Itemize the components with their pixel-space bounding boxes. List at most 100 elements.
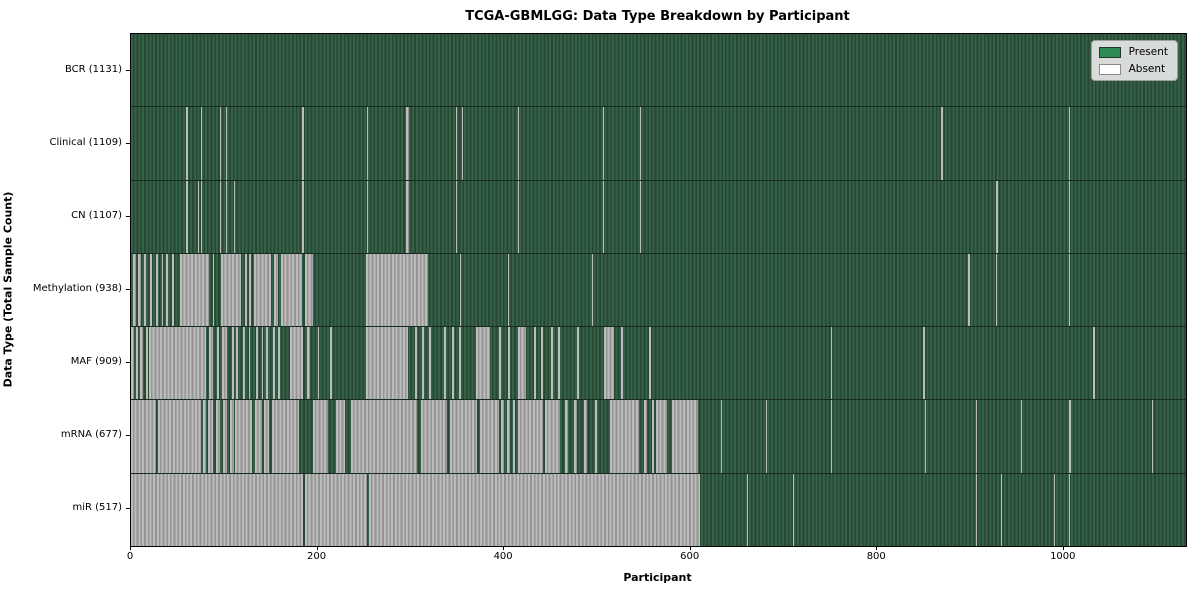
absent-segment [235,400,253,473]
absent-segment [656,400,668,473]
absent-segment [1069,253,1071,327]
absent-segment [746,473,748,546]
absent-segment [507,253,509,327]
chart-title: TCGA-GBMLGG: Data Type Breakdown by Part… [465,9,850,24]
row-BCR [131,34,1186,108]
absent-segment [329,327,332,400]
absent-segment [149,253,152,327]
absent-segment [1069,400,1072,473]
absent-segment [1054,473,1056,546]
absent-segment [518,400,544,473]
row-miR [131,473,1186,546]
absent-segment [1069,473,1071,546]
xtick-mark [130,546,131,550]
absent-segment [518,327,526,400]
absent-segment [967,253,970,327]
absent-segment [648,327,651,400]
absent-segment [651,400,655,473]
absent-segment [161,253,163,327]
legend-label-absent: Absent [1128,63,1166,75]
absent-segment [976,400,978,473]
absent-segment [406,180,409,253]
absent-segment [301,107,305,180]
absent-segment [609,400,640,473]
absent-segment [200,180,202,253]
absent-segment [131,473,303,546]
absent-segment [336,400,345,473]
absent-segment [1001,473,1003,546]
absent-segment [1069,107,1071,180]
absent-segment [512,400,516,473]
absent-segment [301,180,305,253]
absent-segment [140,327,144,400]
absent-segment [602,107,604,180]
absent-segment [940,107,943,180]
absent-segment [591,253,593,327]
absent-segment [264,400,270,473]
absent-segment [271,400,299,473]
absent-segment [186,180,188,253]
absent-segment [244,253,247,327]
absent-segment [501,400,505,473]
absent-segment [620,327,623,400]
absent-segment [830,400,833,473]
absent-segment [266,327,269,400]
xtick-mark [503,546,505,550]
absent-segment [351,400,418,473]
absent-segment [304,253,313,327]
absent-segment [602,180,604,253]
absent-segment [976,473,978,546]
xtick-label-1000: 1000 [1050,551,1076,562]
absent-segment [215,400,220,473]
absent-segment [533,327,536,400]
absent-segment [455,180,457,253]
absent-segment [219,107,221,180]
absent-segment [213,253,214,327]
absent-segment [459,327,462,400]
xtick-label-600: 600 [680,551,700,562]
ytick-mark [126,362,130,364]
row-MAF [131,327,1186,401]
absent-segment [414,327,418,400]
absent-segment [1069,180,1071,253]
absent-segment [223,400,228,473]
absent-segment [307,327,311,400]
absent-segment [219,180,221,253]
ytick-label-Methylation: Methylation (938) [32,283,122,294]
row-mRNA [131,400,1186,474]
absent-segment [131,400,157,473]
ytick-label-Clinical: Clinical (1109) [49,136,123,148]
absent-segment [186,107,188,180]
absent-segment [312,400,328,473]
absent-segment [506,400,510,473]
absent-segment [550,327,553,400]
xtick-label-0: 0 [126,551,134,562]
absent-segment [518,180,520,253]
absent-segment [444,327,447,400]
absent-segment [366,327,409,400]
absent-segment [226,180,228,253]
xtick-label-800: 800 [866,551,886,562]
legend-entry-absent: Absent [1098,63,1168,75]
absent-segment [924,400,926,473]
absent-segment [995,253,997,327]
legend-swatch-present [1098,46,1121,58]
ytick-label-miR: miR (517) [72,502,122,514]
absent-segment [479,400,500,473]
x-axis-title: Participant [623,571,692,584]
absent-segment [366,253,428,327]
absent-segment [507,327,510,400]
absent-segment [476,327,491,400]
absent-segment [261,327,263,400]
absent-segment [721,400,723,473]
absent-segment [273,253,279,327]
absent-segment [221,253,242,327]
absent-segment [198,180,200,253]
absent-segment [208,400,214,473]
absent-segment [525,253,527,327]
row-CN [131,180,1186,254]
absent-segment [289,327,303,400]
absent-segment [148,327,206,400]
legend: Present Absent [1090,40,1178,81]
absent-segment [368,473,700,546]
